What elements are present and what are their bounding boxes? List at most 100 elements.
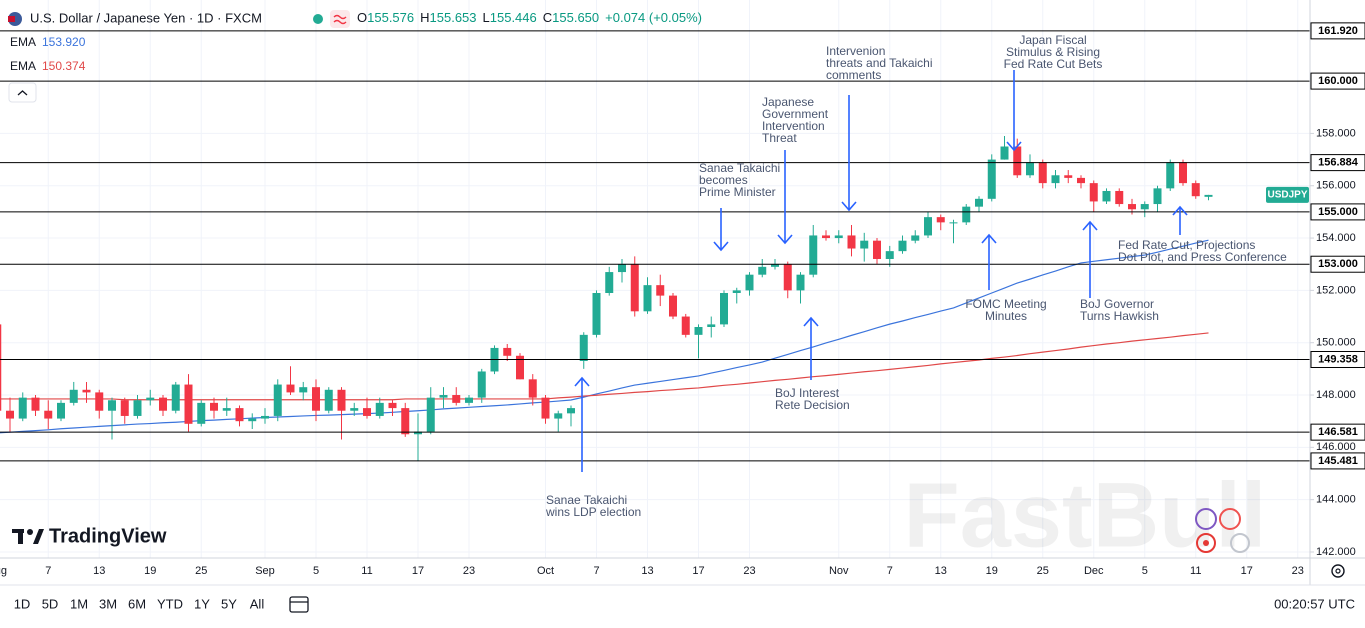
candle-body [1102, 190, 1111, 202]
data-icon-glyph [333, 14, 347, 25]
candle-body [1140, 204, 1149, 210]
candle-body [426, 397, 435, 432]
annotation-text: FOMC Meeting [965, 297, 1046, 311]
x-tick-label: 17 [412, 565, 424, 577]
candle-body [758, 266, 767, 275]
data-icon [330, 10, 350, 28]
watermark-icons [1195, 508, 1250, 553]
candle-body [579, 334, 588, 362]
candle-body [860, 240, 869, 249]
candle-body [222, 408, 231, 411]
y-tick-label: 144.000 [1316, 494, 1356, 506]
candle-body [949, 222, 958, 224]
annotation-text: Turns Hawkish [1080, 309, 1159, 323]
candle-body [477, 371, 486, 398]
ohlc-key: C [543, 10, 552, 25]
annotation-text: Japanese [762, 95, 814, 109]
annotation-text: Threat [762, 131, 797, 145]
candle-body [146, 397, 155, 401]
legend-name: EMA [10, 59, 36, 73]
range-button[interactable]: 6M [128, 596, 146, 611]
range-button[interactable]: 1D [14, 596, 31, 611]
level-label-box [1310, 22, 1365, 40]
candle-body [541, 397, 550, 419]
x-tick-label: 11 [1190, 565, 1201, 577]
x-tick-label: 13 [641, 565, 653, 577]
y-axis: 142.000 144.000 146.000 148.000 150.000 152.0… [1310, 22, 1365, 558]
collapse-glyph [17, 90, 28, 96]
annotation-text: Prime Minister [699, 185, 776, 199]
candle-body [567, 408, 575, 414]
logo-mark [27, 529, 33, 535]
candle-body [975, 198, 983, 207]
x-tick-label: 17 [1241, 565, 1253, 577]
candle-body [235, 408, 244, 422]
candle-body [82, 389, 91, 393]
level-label-box [1310, 72, 1365, 90]
x-tick-label: Nov [829, 565, 849, 577]
range-button[interactable]: YTD [157, 596, 183, 611]
x-tick-label: 5 [1142, 565, 1148, 577]
candle-body [1191, 183, 1200, 197]
candle-body [312, 387, 320, 411]
candle-body [388, 402, 397, 409]
annotation-text: becomes [699, 173, 748, 187]
annotation-arrowhead [1172, 205, 1188, 216]
ohlc-key: O [357, 10, 367, 25]
plot-area [0, 0, 1310, 558]
candle-body [707, 324, 716, 328]
annotation-text: threats and Takaichi [826, 56, 933, 70]
candle-body [1128, 204, 1136, 210]
annotation-text: Dot Plot, and Press Conference [1118, 250, 1287, 264]
candle-body [618, 264, 626, 273]
candle-body [745, 274, 754, 291]
candle-body [924, 217, 932, 236]
annotation-text: Intervenion [826, 44, 885, 58]
settings-button[interactable] [1331, 564, 1345, 578]
annotation-arrowhead [1082, 220, 1098, 231]
candle-body [528, 379, 537, 398]
x-tick-label: 7 [593, 565, 599, 577]
level-label: 155.000 [1318, 206, 1358, 218]
y-tick-label: 146.000 [1316, 441, 1356, 453]
x-tick-label: 7 [45, 565, 51, 577]
candle-body [414, 431, 422, 435]
collapse-button[interactable] [8, 82, 37, 103]
x-tick-label: 5 [313, 565, 319, 577]
annotation-text: wins LDP election [545, 505, 641, 519]
x-tick-label: 19 [144, 565, 156, 577]
candle-body [1026, 162, 1034, 176]
x-tick-label: 17 [692, 565, 704, 577]
candle-body [771, 264, 779, 267]
candle-body [694, 327, 703, 335]
range-button[interactable]: 5Y [221, 596, 237, 611]
candle-body [732, 290, 741, 293]
date-range-button[interactable] [289, 596, 309, 613]
candle-body [809, 235, 818, 275]
symbol-title: U.S. Dollar / Japanese Yen · 1D · FXCM [30, 10, 262, 25]
range-button[interactable]: 3M [99, 596, 117, 611]
candle-body [885, 251, 894, 259]
level-label: 156.884 [1318, 157, 1359, 169]
range-button[interactable]: 1M [70, 596, 88, 611]
candle-body [31, 397, 40, 411]
range-button[interactable]: All [250, 596, 265, 611]
annotation-text: comments [826, 68, 881, 82]
level-label: 149.358 [1318, 353, 1358, 365]
market-status-icon [313, 14, 323, 24]
range-button[interactable]: 1Y [194, 596, 210, 611]
ohlc-value: 155.653 [430, 10, 477, 25]
level-label-box [1310, 452, 1365, 470]
ohlc-value: 155.446 [490, 10, 537, 25]
candle-body [273, 384, 282, 416]
ohlc-legend: O155.576 H155.653 L155.446 C155.650 +0.074 (… [357, 10, 702, 25]
annotation-text: BoJ Governor [1080, 297, 1154, 311]
range-button[interactable]: 5D [42, 596, 59, 611]
candle-body [1077, 177, 1085, 184]
candle-body [962, 206, 971, 223]
candle-body [69, 389, 78, 403]
candle-body [822, 235, 830, 239]
candle-body [911, 235, 920, 241]
candle-body [1153, 188, 1162, 205]
